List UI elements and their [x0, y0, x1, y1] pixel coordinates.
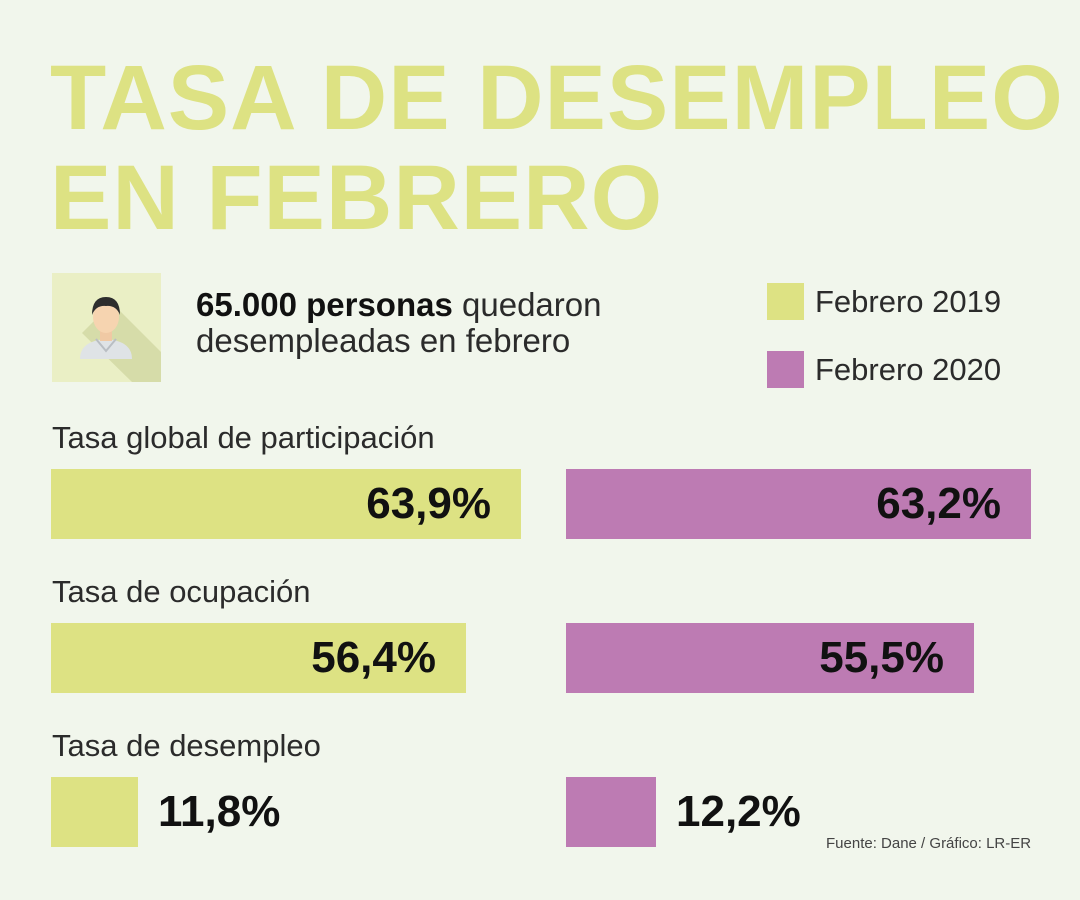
- bar-ocupacion-2020: [566, 623, 974, 693]
- bar-desempleo-2020: [566, 777, 656, 847]
- headline-bold: 65.000 personas: [196, 286, 453, 323]
- data-label-desempleo-2020: 12,2%: [676, 787, 801, 836]
- data-label-participacion-2020: 63,2%: [876, 479, 1001, 528]
- headline: 65.000 personas quedaron desempleadas en…: [196, 287, 736, 359]
- title-line-2: EN FEBRERO: [50, 147, 664, 249]
- legend-swatch-2020: [767, 351, 804, 388]
- data-label-ocupacion-2019: 56,4%: [311, 633, 436, 682]
- avatar: [52, 273, 161, 382]
- legend-label-2020: Febrero 2020: [815, 352, 1002, 387]
- bar-participacion-2020: [566, 469, 1031, 539]
- data-label-participacion-2019: 63,9%: [366, 479, 491, 528]
- category-label-participacion: Tasa global de participación: [52, 420, 435, 455]
- source-note: Fuente: Dane / Gráfico: LR-ER: [826, 835, 1032, 852]
- chart-title: TASA DE DESEMPLEO EN FEBRERO: [50, 48, 1064, 248]
- category-label-ocupacion: Tasa de ocupación: [52, 574, 311, 609]
- title-line-1: TASA DE DESEMPLEO: [50, 47, 1064, 149]
- bar-desempleo-2019: [51, 777, 138, 847]
- headline-rest: quedaron desempleadas en febrero: [196, 286, 602, 359]
- data-label-desempleo-2019: 11,8%: [158, 787, 281, 836]
- legend-label-2019: Febrero 2019: [815, 284, 1002, 319]
- bar-ocupacion-2019: [51, 623, 466, 693]
- category-label-desempleo: Tasa de desempleo: [52, 728, 321, 763]
- data-label-ocupacion-2020: 55,5%: [819, 633, 944, 682]
- bar-participacion-2019: [51, 469, 521, 539]
- legend-swatch-2019: [767, 283, 804, 320]
- person-avatar-icon: [80, 297, 161, 382]
